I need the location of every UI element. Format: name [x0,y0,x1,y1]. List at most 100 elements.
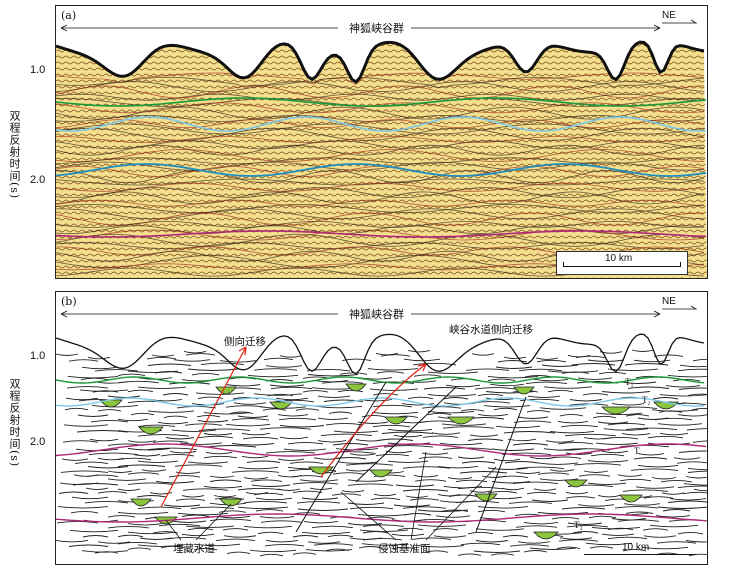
stratal-reflector [455,479,488,483]
stratal-reflector [601,450,629,454]
seismic-reflector [56,212,705,226]
buried-channel-fill [533,531,559,540]
stratal-reflector [299,479,339,482]
stratal-reflector [614,506,659,509]
stratal-reflector [559,537,593,540]
stratal-reflector [168,475,201,478]
stratal-reflector [685,476,707,479]
stratal-reflector [237,506,289,510]
seismic-reflector [56,127,705,141]
scale-bar-b [584,554,696,555]
stratal-reflector [493,407,518,411]
stratal-reflector [345,469,371,472]
stratal-reflector [141,469,167,472]
stratal-reflector [66,386,109,389]
stratal-reflector [263,357,294,361]
stratal-reflector [439,442,483,446]
lateral-migration-arrow [160,346,247,508]
stratal-reflector [70,510,99,514]
panel-a-label: (a) [61,9,77,22]
seismic-reflector [56,119,705,129]
stratal-reflector [181,533,215,537]
stratal-reflector [307,541,341,544]
stratal-reflector [457,553,482,556]
stratal-reflector [292,552,317,555]
stratal-reflector [163,415,188,419]
stratal-reflector [496,475,529,479]
stratal-reflector [165,437,195,440]
stratal-reflector [347,479,387,482]
stratal-reflector [585,542,633,546]
stratal-reflector [582,393,609,396]
y-tick-a-1: 1.0 [30,64,46,76]
stratal-reflector [57,506,109,509]
seismic-reflector [56,161,705,171]
stratal-reflector [107,478,147,481]
seismic-reflector [56,102,705,114]
stratal-reflector [432,528,459,531]
stratal-reflector [225,423,271,427]
stratal-reflector [402,466,451,469]
stratal-reflector [197,420,229,423]
stratal-reflector [556,546,581,550]
stratal-reflector [130,412,155,416]
stratal-reflector [301,497,339,500]
stratal-reflector [147,410,195,413]
stratal-reflector [469,490,493,493]
stratal-reflector [647,442,691,446]
stratal-reflector [437,465,479,469]
stratal-reflector [643,496,674,499]
stratal-reflector [561,371,590,374]
extent-arrow-left [60,310,68,318]
stratal-reflector [81,366,119,370]
stratal-reflector [313,543,354,546]
stratal-reflector [117,418,149,422]
stratal-reflector [262,408,287,411]
interpretation-panel: (b) 神狐峡谷群 NE 侧向迁移 峡谷水道侧向迁移 埋藏水道 侵蚀基准面 T₁… [55,291,708,565]
scale-label-b: 10 km [622,542,650,553]
scale-label-a: 10 km [605,253,633,264]
stratal-reflector [182,488,229,491]
seismic-reflector [56,242,705,250]
stratal-reflector [471,353,495,356]
y-tick-a-2: 2.0 [30,174,46,186]
stratal-reflector [603,428,649,431]
stratal-reflector [637,453,665,456]
seabed-line [56,333,705,375]
buried-channel-fill [513,386,535,395]
stratal-reflector [296,501,341,504]
stratal-reflector [345,463,394,466]
stratal-reflector [652,397,679,400]
stratal-reflector [133,454,161,457]
seismic-reflector [56,81,705,93]
stratal-reflector [181,495,205,498]
stratal-reflector [231,470,280,473]
stratal-reflector [243,500,288,504]
stratal-reflector [243,525,293,529]
stratal-reflector [393,504,431,507]
stratal-reflector [127,389,154,393]
stratal-reflector [317,440,347,443]
stratal-reflector [332,443,369,446]
stratal-reflector [487,375,539,379]
stratal-reflector [187,368,239,371]
stratal-reflector [260,520,303,523]
buried-channel-fill [619,494,643,503]
stratal-reflector [69,529,119,533]
stratal-reflector [97,541,131,544]
stratal-reflector [325,422,364,426]
stratal-reflector [291,475,324,478]
stratal-reflector [117,534,144,538]
stratal-reflector [85,487,109,491]
stratal-reflector [517,416,549,419]
stratal-reflector [56,520,99,524]
stratal-reflector [206,445,257,448]
stratal-reflector [518,368,563,372]
stratal-reflector [277,458,305,462]
stratal-reflector [65,397,99,401]
stratal-reflector [68,359,99,362]
stratal-reflector [493,458,521,462]
stratal-reflector [621,381,657,384]
stratal-reflector [547,456,582,459]
stratal-reflector [418,456,453,459]
